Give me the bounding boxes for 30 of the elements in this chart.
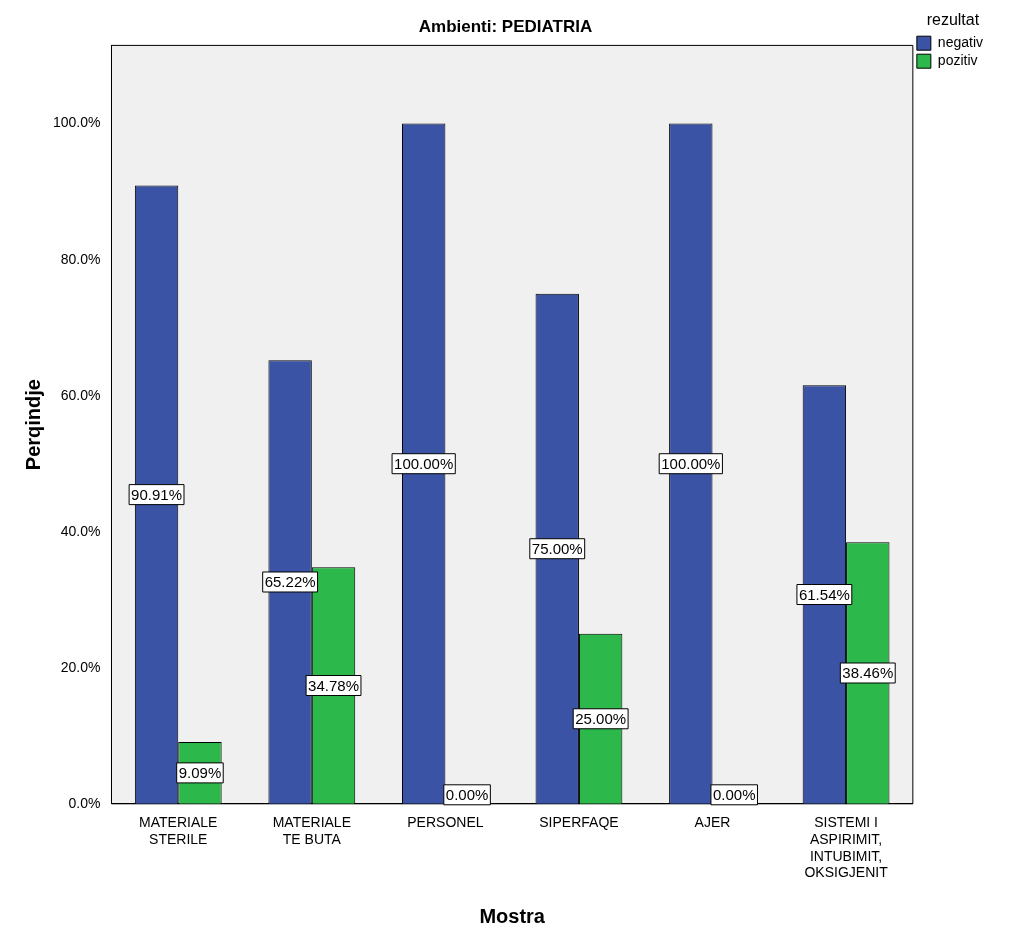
data-label: 100.00% [394, 454, 454, 472]
data-label: 65.22% [264, 573, 316, 591]
legend-title: rezultat [926, 11, 980, 29]
data-label: 25.00% [575, 709, 627, 727]
x-tick-label: AJER [694, 814, 731, 831]
x-tick-label: SIPERFAQE [539, 814, 619, 831]
x-tick-label: SISTEMI I ASPIRIMIT, INTUBIMIT, OKSIGJENIT [804, 814, 889, 881]
y-tick-label: 80.0% [60, 250, 101, 267]
data-label: 90.91% [131, 485, 182, 503]
data-label: 75.00% [531, 539, 583, 557]
y-tick-label: 100.0% [53, 114, 101, 131]
y-tick-label: 20.0% [60, 658, 101, 675]
chart-title: Ambienti: PEDIATRIA [418, 16, 593, 36]
legend-label: negativ [937, 34, 984, 51]
data-label: 34.78% [308, 676, 359, 694]
data-label: 9.09% [178, 764, 222, 782]
y-tick-label: 40.0% [60, 522, 101, 539]
data-label: 0.00% [445, 785, 489, 803]
data-label: 100.00% [661, 454, 721, 472]
y-tick-label: 60.0% [60, 386, 101, 403]
x-axis-title: Mostra [479, 904, 546, 927]
y-tick-label: 0.0% [68, 794, 101, 811]
x-tick-label: MATERIALE STERILE [139, 814, 218, 847]
data-label: 38.46% [842, 664, 894, 682]
x-tick-label: MATERIALE TE BUTA [272, 814, 351, 847]
x-tick-label: PERSONEL [407, 814, 484, 831]
data-label: 0.00% [712, 785, 756, 803]
data-label: 61.54% [798, 585, 850, 603]
legend-label: pozitiv [937, 52, 978, 69]
y-axis-title: Perqindje [21, 379, 44, 471]
